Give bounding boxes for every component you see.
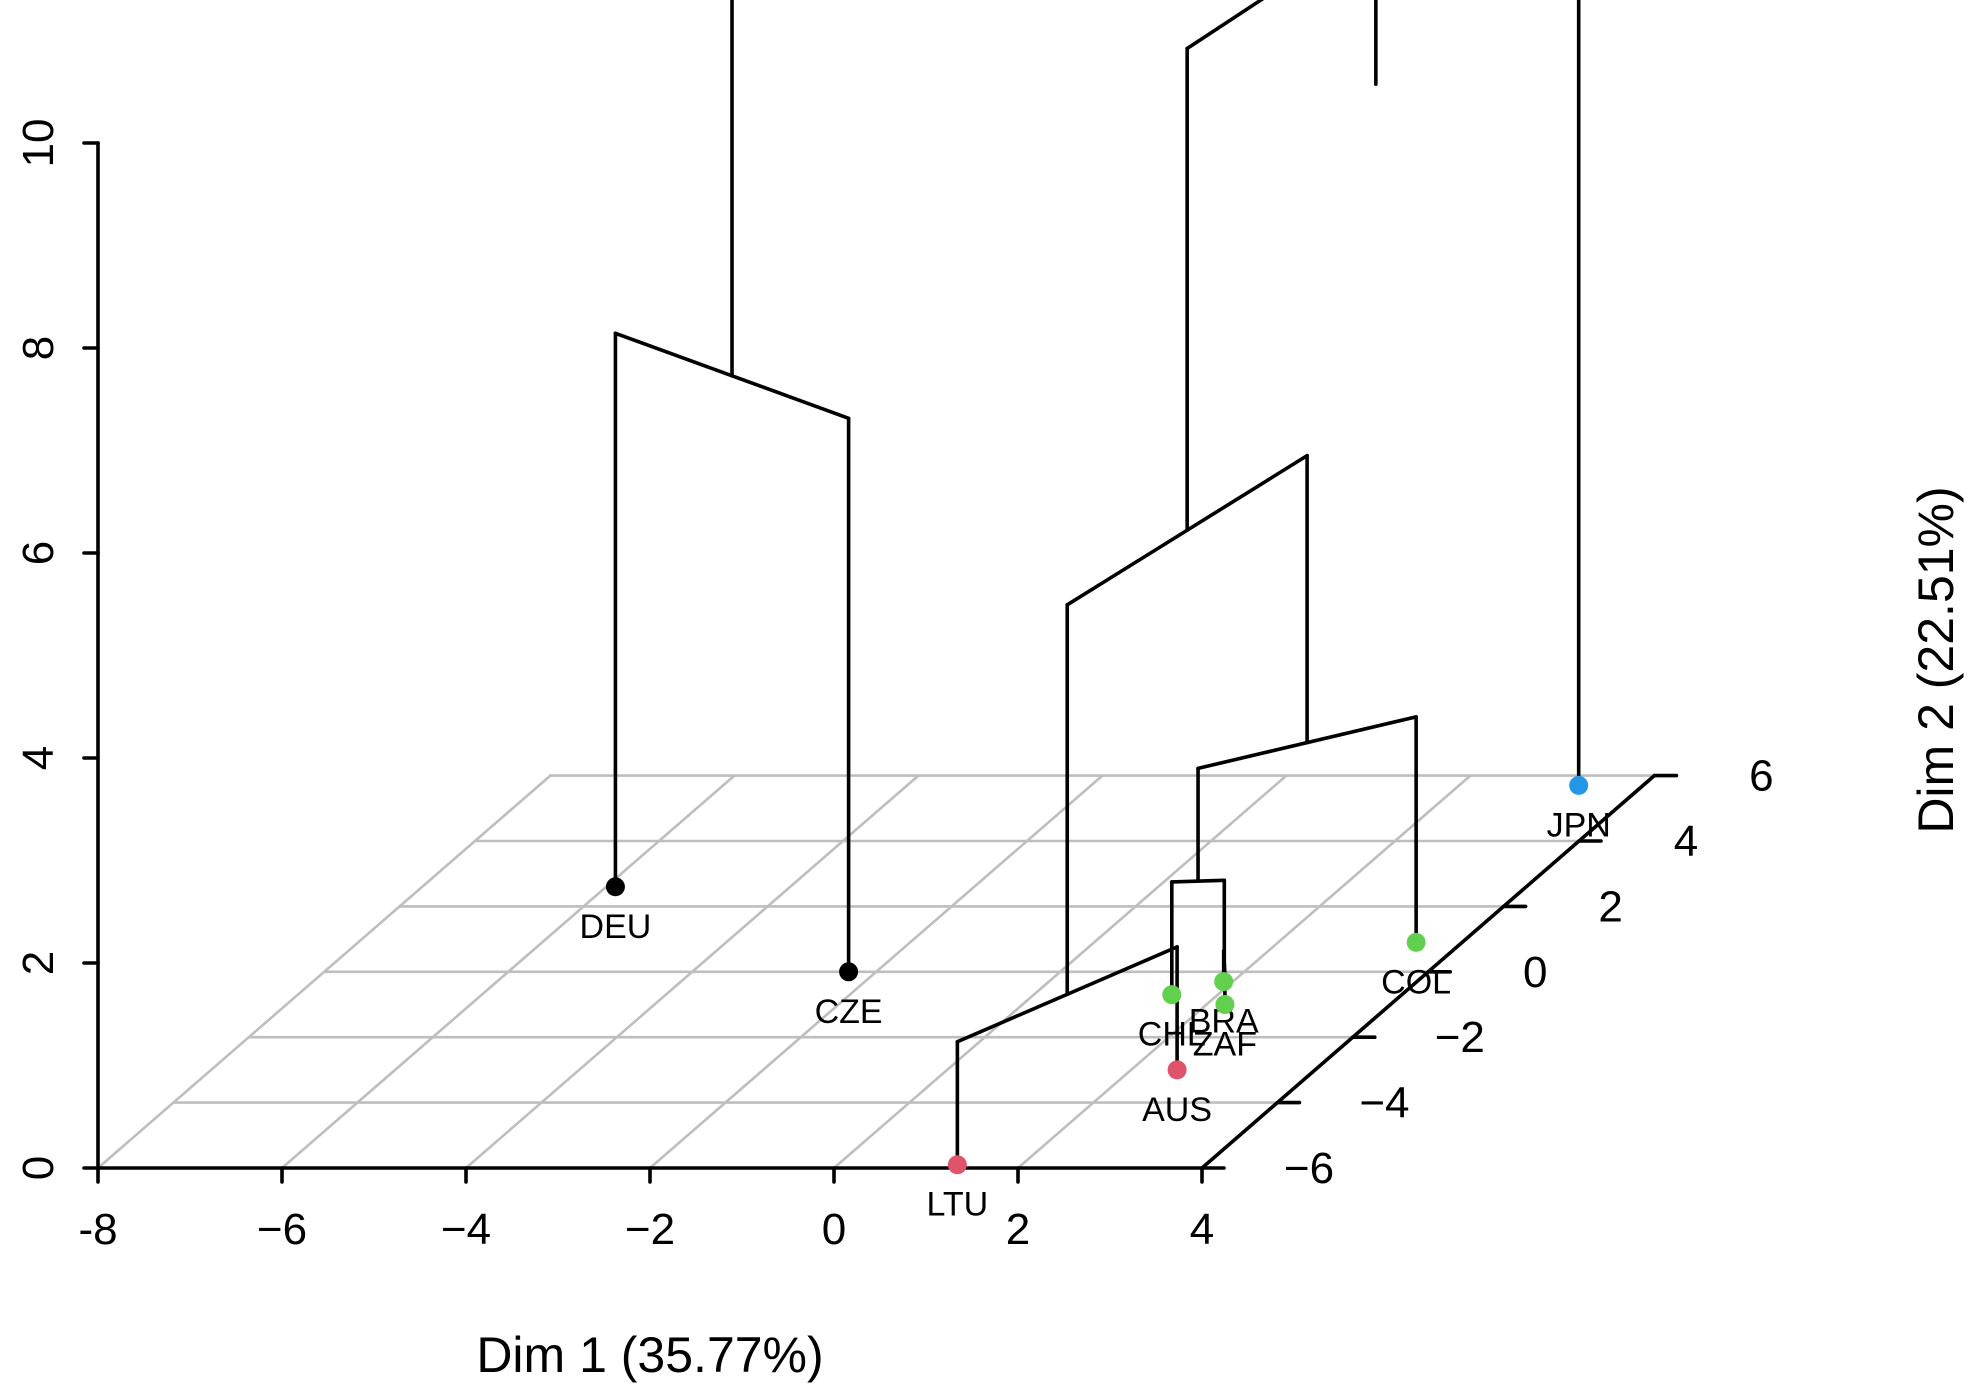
point-label-ltu: LTU (927, 1186, 989, 1224)
z-tick-label: 4 (14, 746, 63, 770)
point-zaf (1215, 995, 1235, 1014)
merge-bar (1185, 0, 1265, 51)
z-tick-label: 10 (14, 119, 63, 168)
y-tick-label: −6 (1284, 1144, 1334, 1193)
point-deu (605, 877, 625, 897)
x-tick-label: 2 (1006, 1205, 1030, 1254)
point-jpn (1569, 775, 1589, 795)
point-label-aus: AUS (1142, 1091, 1212, 1129)
point-label-col: COL (1381, 963, 1451, 1001)
point-label-chl: CHL (1138, 1016, 1206, 1054)
floor-grid (96, 774, 1656, 1170)
z-tick-label: 2 (14, 951, 63, 975)
point-bra (1214, 972, 1234, 992)
y-tick-label: −4 (1359, 1079, 1409, 1128)
y-tick-label: −2 (1435, 1013, 1485, 1062)
point-label-cze: CZE (815, 993, 883, 1031)
point-label-deu: DEU (580, 908, 652, 946)
y-axis-title: Dim 2 (22.51%) (1908, 486, 1964, 833)
point-col (1406, 932, 1426, 952)
axes: -8 −6 −4 −2 0 2 4 −6 −4 −2 0 2 4 6 0 2 4 6 8 10 (14, 119, 1774, 1254)
z-tick-label: 6 (14, 541, 63, 565)
y-tick-label: 2 (1598, 882, 1622, 931)
point-label-jpn: JPN (1547, 806, 1611, 844)
y-tick-label: 4 (1674, 817, 1698, 866)
x-tick-label: −4 (441, 1205, 491, 1254)
point-label-zaf: ZAF (1193, 1026, 1257, 1064)
point-ltu (947, 1155, 967, 1175)
y-tick-label: 0 (1523, 948, 1547, 997)
z-tick-label: 8 (14, 336, 63, 360)
point-cze (839, 962, 859, 982)
y-tick-label: 6 (1749, 752, 1773, 801)
x-tick-label: 0 (822, 1205, 846, 1254)
point-aus (1167, 1060, 1187, 1080)
x-axis-title: Dim 1 (35.77%) (476, 1327, 823, 1383)
x-tick-label: 4 (1190, 1205, 1214, 1254)
x-tick-label: −2 (625, 1205, 675, 1254)
point-chl (1162, 985, 1182, 1005)
x-tick-label: −6 (257, 1205, 307, 1254)
z-tick-label: 0 (14, 1156, 63, 1180)
x-tick-label: -8 (78, 1205, 117, 1254)
